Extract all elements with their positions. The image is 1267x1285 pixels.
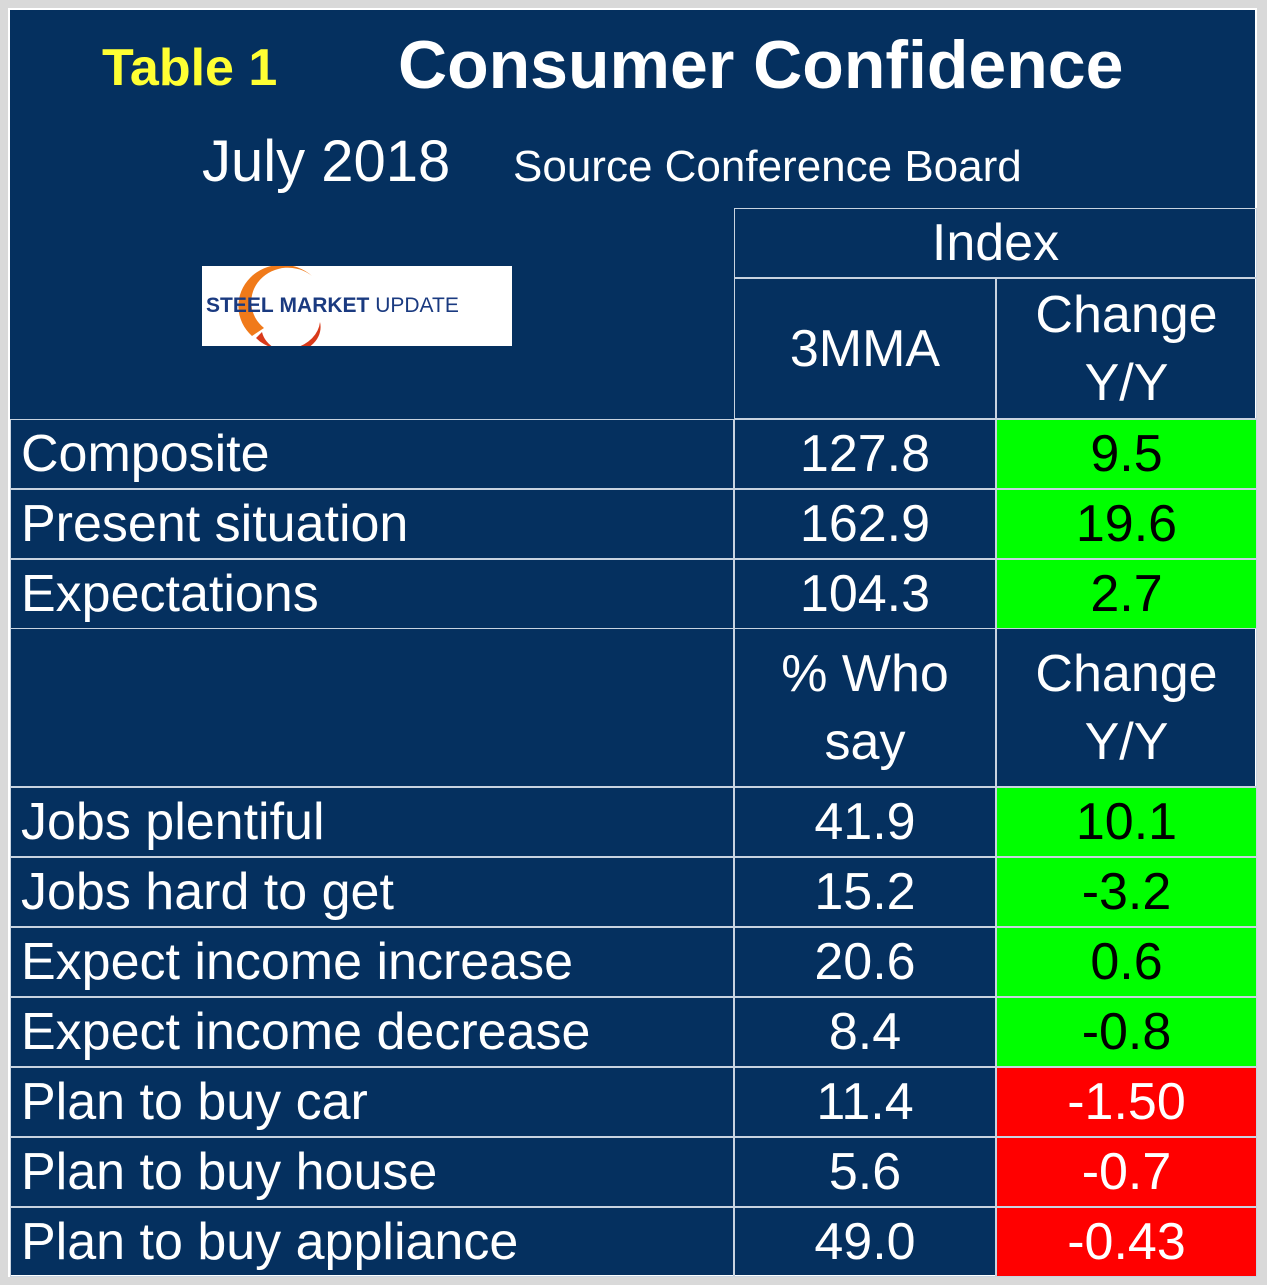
survey-row-value: 8.4 — [734, 997, 996, 1067]
survey-row-value: 15.2 — [734, 857, 996, 927]
col-3mma-header: 3MMA — [734, 278, 996, 419]
survey-row-change: -1.50 — [996, 1067, 1257, 1137]
logo-word-steel: STEEL — [206, 294, 274, 317]
survey-row-change: 10.1 — [996, 787, 1257, 857]
col-change-header-2: Change Y/Y — [996, 628, 1257, 787]
survey-row-change: -3.2 — [996, 857, 1257, 927]
survey-row-label: Plan to buy appliance — [10, 1207, 734, 1277]
survey-row-value: 5.6 — [734, 1137, 996, 1207]
steel-market-update-logo: STEEL MARKET UPDATE — [202, 266, 512, 346]
table-label: Table 1 — [102, 39, 278, 97]
survey-row-change: -0.8 — [996, 997, 1257, 1067]
col-change-header: Change Y/Y — [996, 278, 1257, 419]
survey-row-label: Jobs hard to get — [10, 857, 734, 927]
index-row-value: 127.8 — [734, 419, 996, 489]
survey-row-label: Jobs plentiful — [10, 787, 734, 857]
source-note: Source Conference Board — [513, 142, 1022, 191]
index-row-label: Composite — [10, 419, 734, 489]
survey-row-label: Plan to buy car — [10, 1067, 734, 1137]
table-frame: Table 1 Consumer Confidence July 2018 So… — [8, 8, 1257, 1277]
index-row-change: 9.5 — [996, 419, 1257, 489]
logo-swoosh-icon — [238, 266, 321, 346]
survey-header-blank — [10, 628, 734, 787]
logo-word-update: UPDATE — [375, 294, 459, 317]
survey-row-label: Plan to buy house — [10, 1137, 734, 1207]
page-title: Consumer Confidence — [398, 27, 1124, 103]
logo-word-market: MARKET — [279, 294, 370, 317]
index-row-change: 2.7 — [996, 559, 1257, 629]
survey-row-value: 49.0 — [734, 1207, 996, 1277]
index-row-label: Expectations — [10, 559, 734, 629]
survey-row-label: Expect income decrease — [10, 997, 734, 1067]
report-date: July 2018 — [202, 129, 451, 194]
index-row-change: 19.6 — [996, 489, 1257, 559]
index-header: Index — [734, 208, 1257, 278]
survey-row-value: 20.6 — [734, 927, 996, 997]
survey-row-change: -0.43 — [996, 1207, 1257, 1277]
index-row-value: 104.3 — [734, 559, 996, 629]
col-who-say-header: % Who say — [734, 628, 996, 787]
index-row-value: 162.9 — [734, 489, 996, 559]
survey-row-change: 0.6 — [996, 927, 1257, 997]
index-row-label: Present situation — [10, 489, 734, 559]
survey-row-value: 41.9 — [734, 787, 996, 857]
logo-text: STEEL MARKET UPDATE — [206, 294, 459, 318]
survey-row-label: Expect income increase — [10, 927, 734, 997]
survey-row-value: 11.4 — [734, 1067, 996, 1137]
survey-row-change: -0.7 — [996, 1137, 1257, 1207]
